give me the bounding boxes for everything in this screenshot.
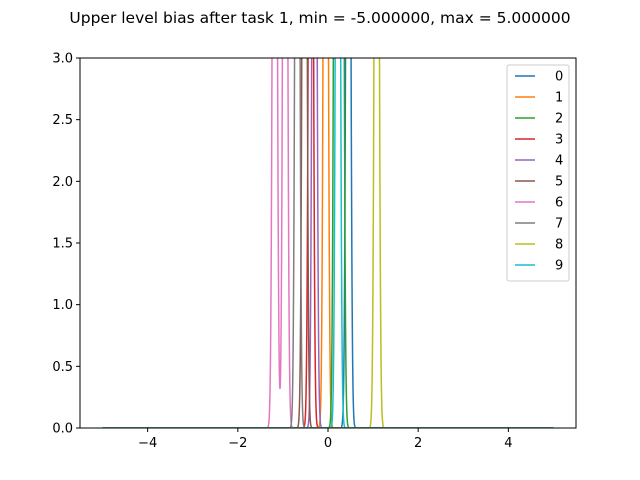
legend-label-7: 7 — [555, 217, 563, 232]
legend: 0 1 2 3 4 5 6 7 8 9 — [506, 64, 570, 282]
x-tick-label: 0 — [324, 436, 332, 451]
x-tick-label: −2 — [228, 436, 247, 451]
y-tick-label: 2.5 — [52, 113, 73, 128]
legend-box — [506, 64, 570, 282]
legend-label-6: 6 — [555, 196, 563, 211]
chart-title: Upper level bias after task 1, min = -5.… — [69, 9, 570, 27]
x-axis: −4 −2 0 2 4 — [138, 428, 513, 451]
legend-label-0: 0 — [555, 70, 563, 85]
y-tick-label: 3.0 — [52, 52, 73, 67]
legend-label-1: 1 — [555, 91, 563, 106]
x-tick-label: 4 — [504, 436, 512, 451]
y-tick-label: 1.5 — [52, 237, 73, 252]
legend-label-9: 9 — [555, 259, 563, 274]
legend-label-2: 2 — [555, 112, 563, 127]
legend-label-3: 3 — [555, 133, 563, 148]
y-tick-label: 0.0 — [52, 422, 73, 437]
y-tick-label: 1.0 — [52, 298, 73, 313]
y-axis: 0.0 0.5 1.0 1.5 2.0 2.5 3.0 — [52, 52, 80, 437]
x-tick-label: −4 — [138, 436, 157, 451]
series-layer — [101, 58, 555, 428]
legend-label-5: 5 — [555, 175, 563, 190]
series-line-1 — [101, 58, 555, 428]
legend-label-4: 4 — [555, 154, 563, 169]
y-tick-label: 0.5 — [52, 360, 73, 375]
x-tick-label: 2 — [414, 436, 422, 451]
legend-label-8: 8 — [555, 238, 563, 253]
y-tick-label: 2.0 — [52, 175, 73, 190]
